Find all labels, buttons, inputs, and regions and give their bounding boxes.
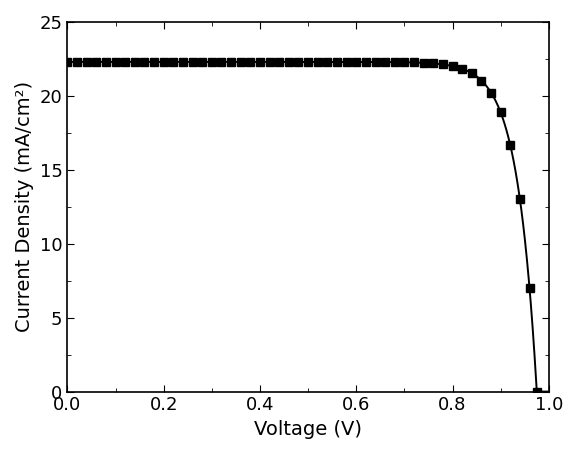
Y-axis label: Current Density (mA/cm²): Current Density (mA/cm²) [15,81,34,332]
X-axis label: Voltage (V): Voltage (V) [254,420,362,439]
